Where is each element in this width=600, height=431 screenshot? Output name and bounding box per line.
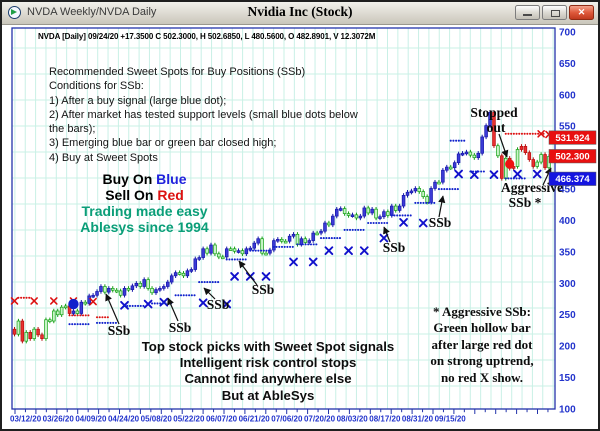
annotation-label: SSb * bbox=[509, 195, 542, 210]
promo-line: Cannot find anywhere else bbox=[184, 371, 352, 387]
annotation-label: out bbox=[487, 120, 506, 135]
buy-signal-dot bbox=[68, 298, 79, 310]
svg-text:08/17/20: 08/17/20 bbox=[369, 415, 401, 424]
svg-text:08/03/20: 08/03/20 bbox=[337, 415, 369, 424]
svg-text:250: 250 bbox=[559, 310, 576, 321]
chart-title: Nvidia Inc (Stock) bbox=[247, 4, 353, 19]
svg-text:09/15/20: 09/15/20 bbox=[435, 415, 467, 424]
annotation-label: Aggressive bbox=[501, 180, 563, 195]
annotation-arrow bbox=[167, 297, 179, 322]
app-icon bbox=[8, 6, 21, 19]
note-line: the bars); bbox=[49, 123, 96, 136]
svg-text:05/08/20: 05/08/20 bbox=[141, 415, 173, 424]
promo-line: Top stock picks with Sweet Spot signals bbox=[141, 339, 395, 354]
annotation-arrow bbox=[383, 226, 391, 243]
svg-text:600: 600 bbox=[559, 90, 576, 101]
aggressive-note-line: no red X show. bbox=[440, 369, 524, 385]
ablesys-since-line: Ablesys since 1994 bbox=[80, 219, 209, 235]
sell-signal-dot bbox=[505, 159, 515, 169]
annotation-label: SSb bbox=[169, 320, 192, 335]
ablesys-promo-note: Top stock picks with Sweet Spot signals … bbox=[132, 339, 404, 404]
buy-word: Blue bbox=[156, 171, 187, 187]
aggressive-note-line: after large red dot bbox=[431, 336, 533, 352]
price-badge: 466.374 bbox=[548, 171, 597, 186]
note-line: Recommended Sweet Spots for Buy Position… bbox=[49, 66, 306, 78]
close-button[interactable]: ✕ bbox=[569, 5, 594, 20]
promo-line: Intelligent risk control stops bbox=[179, 355, 357, 371]
annotation-label: SSb bbox=[429, 215, 452, 230]
annotation-label: SSb bbox=[207, 297, 230, 312]
svg-text:350: 350 bbox=[559, 247, 576, 258]
svg-text:100: 100 bbox=[559, 404, 576, 415]
close-icon: ✕ bbox=[577, 7, 586, 17]
annotation-arrow bbox=[203, 287, 216, 300]
note-line: Conditions for SSb: bbox=[49, 80, 144, 93]
svg-text:03/12/20: 03/12/20 bbox=[10, 415, 42, 424]
slogan-block: Buy On Blue Sell On Red Trading made eas… bbox=[52, 171, 237, 235]
annotation-label: SSb bbox=[108, 323, 131, 338]
annotation-arrow bbox=[238, 260, 258, 286]
svg-text:550: 550 bbox=[559, 122, 576, 133]
window-title: NVDA Weekly/NVDA Daily bbox=[27, 6, 157, 18]
trading-made-easy-line: Trading made easy bbox=[81, 203, 208, 219]
note-line: 3) Emerging blue bar or green bar closed… bbox=[49, 137, 277, 150]
svg-text:08/31/20: 08/31/20 bbox=[402, 415, 434, 424]
aggressive-note-line: * Aggressive SSb: bbox=[433, 304, 531, 319]
price-bars bbox=[12, 110, 551, 344]
svg-text:502.300: 502.300 bbox=[555, 152, 589, 163]
svg-text:04/24/20: 04/24/20 bbox=[108, 415, 140, 424]
promo-line: But at AbleSys bbox=[221, 387, 315, 403]
price-badge: 531.924 bbox=[548, 130, 597, 145]
svg-text:04/09/20: 04/09/20 bbox=[75, 415, 107, 424]
note-line: 4) Buy at Sweet Spots bbox=[49, 151, 158, 164]
svg-text:300: 300 bbox=[559, 279, 576, 290]
annotation-arrow bbox=[438, 195, 446, 218]
svg-text:700: 700 bbox=[559, 28, 576, 39]
note-line: 2) After market has tested support level… bbox=[49, 108, 358, 121]
svg-text:400: 400 bbox=[559, 216, 576, 227]
svg-text:05/22/20: 05/22/20 bbox=[173, 415, 205, 424]
svg-text:200: 200 bbox=[559, 342, 576, 353]
svg-text:450: 450 bbox=[559, 185, 576, 196]
title-bar[interactable]: NVDA Weekly/NVDA Daily Nvidia Inc (Stock… bbox=[2, 2, 598, 25]
sell-on-red-line: Sell On Red bbox=[105, 187, 184, 203]
sell-word: Red bbox=[157, 187, 184, 203]
annotation-label: SSb bbox=[252, 282, 275, 297]
svg-text:03/26/20: 03/26/20 bbox=[43, 415, 75, 424]
quote-line: NVDA [Daily] 09/24/20 +17.3500 C 502.300… bbox=[38, 32, 376, 41]
minimize-button[interactable] bbox=[515, 5, 540, 20]
svg-text:150: 150 bbox=[559, 373, 576, 384]
buy-on-blue-line: Buy On Blue bbox=[102, 171, 187, 187]
window-controls: ✕ bbox=[515, 5, 594, 20]
price-badge: 502.300 bbox=[548, 149, 597, 164]
minimize-icon bbox=[523, 14, 532, 16]
svg-text:06/07/20: 06/07/20 bbox=[206, 415, 238, 424]
maximize-icon bbox=[551, 10, 560, 17]
aggressive-note-line: on strong uptrend, bbox=[430, 353, 534, 369]
svg-text:650: 650 bbox=[559, 59, 576, 70]
annotation-arrow bbox=[105, 293, 120, 325]
resistance-dot-rows bbox=[17, 132, 545, 319]
svg-text:07/06/20: 07/06/20 bbox=[271, 415, 303, 424]
annotation-label: SSb bbox=[383, 240, 406, 255]
annotation-arrow bbox=[542, 167, 552, 186]
annotation-arrow bbox=[498, 133, 509, 158]
aggressive-note-line: Green hollow bar bbox=[433, 320, 531, 336]
support-dot-rows bbox=[68, 139, 526, 326]
svg-text:466.374: 466.374 bbox=[555, 174, 590, 185]
svg-text:06/21/20: 06/21/20 bbox=[239, 415, 271, 424]
svg-text:531.924: 531.924 bbox=[555, 133, 590, 144]
aggressive-ssb-note: * Aggressive SSb: Green hollow bar after… bbox=[415, 304, 549, 386]
annotation-label: Stopped bbox=[470, 105, 518, 120]
buy-stop-x-marks bbox=[120, 169, 542, 310]
maximize-button[interactable] bbox=[542, 5, 567, 20]
note-line: 1) After a buy signal (large blue dot); bbox=[49, 94, 227, 107]
svg-text:07/20/20: 07/20/20 bbox=[304, 415, 336, 424]
ssb-conditions-note: Recommended Sweet Spots for Buy Position… bbox=[49, 65, 358, 165]
